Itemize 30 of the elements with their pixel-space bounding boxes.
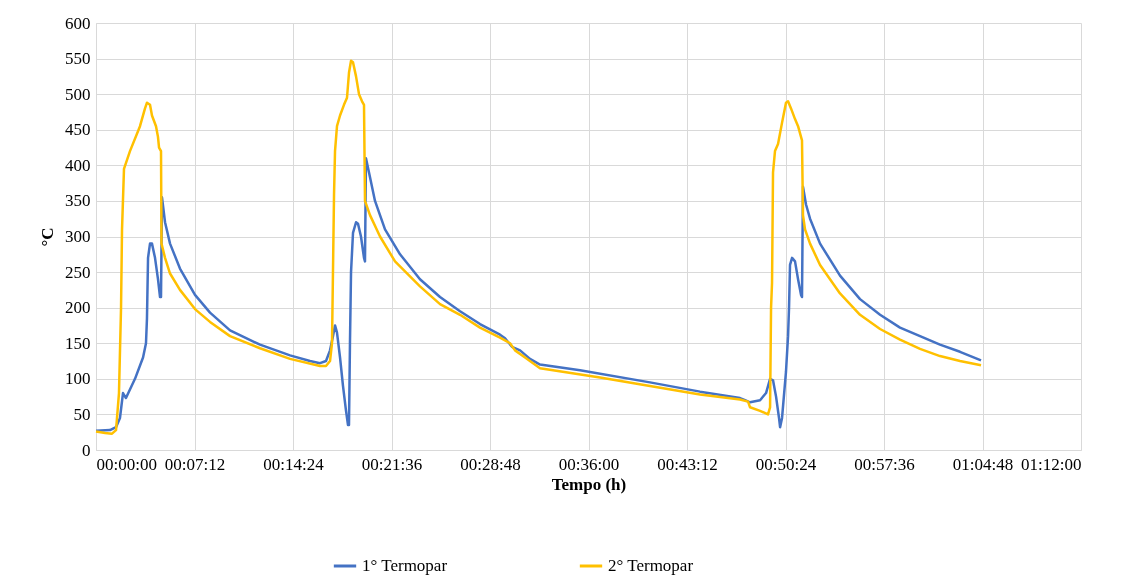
x-tick-label: 00:43:12 bbox=[657, 454, 718, 474]
x-tick-label: 00:07:12 bbox=[164, 454, 226, 474]
y-tick-label: 250 bbox=[65, 262, 91, 282]
line-series bbox=[94, 156, 983, 433]
y-tick-label: 500 bbox=[65, 84, 91, 104]
y-tick-label: 100 bbox=[65, 369, 91, 389]
x-tick-label: 01:04:48 bbox=[952, 454, 1014, 474]
legend-label: 1° Termopar bbox=[362, 556, 448, 575]
y-tick-label: 150 bbox=[65, 333, 91, 353]
line-series bbox=[94, 59, 983, 435]
x-tick-label: 00:28:48 bbox=[460, 454, 521, 474]
x-tick-label: 00:50:24 bbox=[755, 454, 817, 474]
y-tick-label: 0 bbox=[82, 440, 91, 460]
y-tick-label: 200 bbox=[65, 298, 91, 318]
y-tick-label: 600 bbox=[65, 13, 91, 33]
x-tick-label: 00:57:36 bbox=[854, 454, 915, 474]
y-tick-label: 350 bbox=[65, 191, 91, 211]
x-tick-label: 00:36:00 bbox=[558, 454, 620, 474]
y-tick-label: 50 bbox=[73, 404, 91, 424]
y-tick-label: 400 bbox=[65, 155, 91, 175]
y-tick-label: 300 bbox=[65, 227, 91, 246]
x-tick-label: 00:21:36 bbox=[361, 454, 423, 474]
x-tick-label: 01:12:00 bbox=[1021, 454, 1082, 474]
x-tick-label: 00:00:00 bbox=[96, 454, 157, 474]
legend-label: 2° Termopar bbox=[608, 556, 694, 575]
x-tick-label: 00:14:24 bbox=[263, 454, 325, 474]
y-tick-label: 450 bbox=[65, 120, 91, 140]
y-axis-title: °C bbox=[38, 227, 57, 247]
y-tick-label: 550 bbox=[65, 49, 91, 69]
x-axis-title: Tempo (h) bbox=[551, 474, 627, 494]
